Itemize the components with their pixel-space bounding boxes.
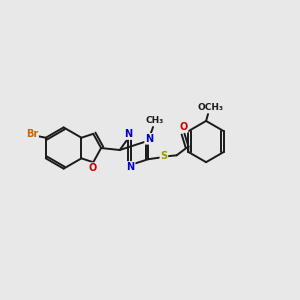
Text: N: N — [124, 129, 133, 139]
Text: S: S — [160, 151, 167, 161]
Text: N: N — [127, 162, 135, 172]
Text: OCH₃: OCH₃ — [198, 103, 224, 112]
Text: O: O — [88, 163, 96, 173]
Text: Br: Br — [26, 129, 38, 139]
Text: O: O — [179, 122, 188, 132]
Text: CH₃: CH₃ — [146, 116, 164, 125]
Text: N: N — [145, 134, 153, 144]
